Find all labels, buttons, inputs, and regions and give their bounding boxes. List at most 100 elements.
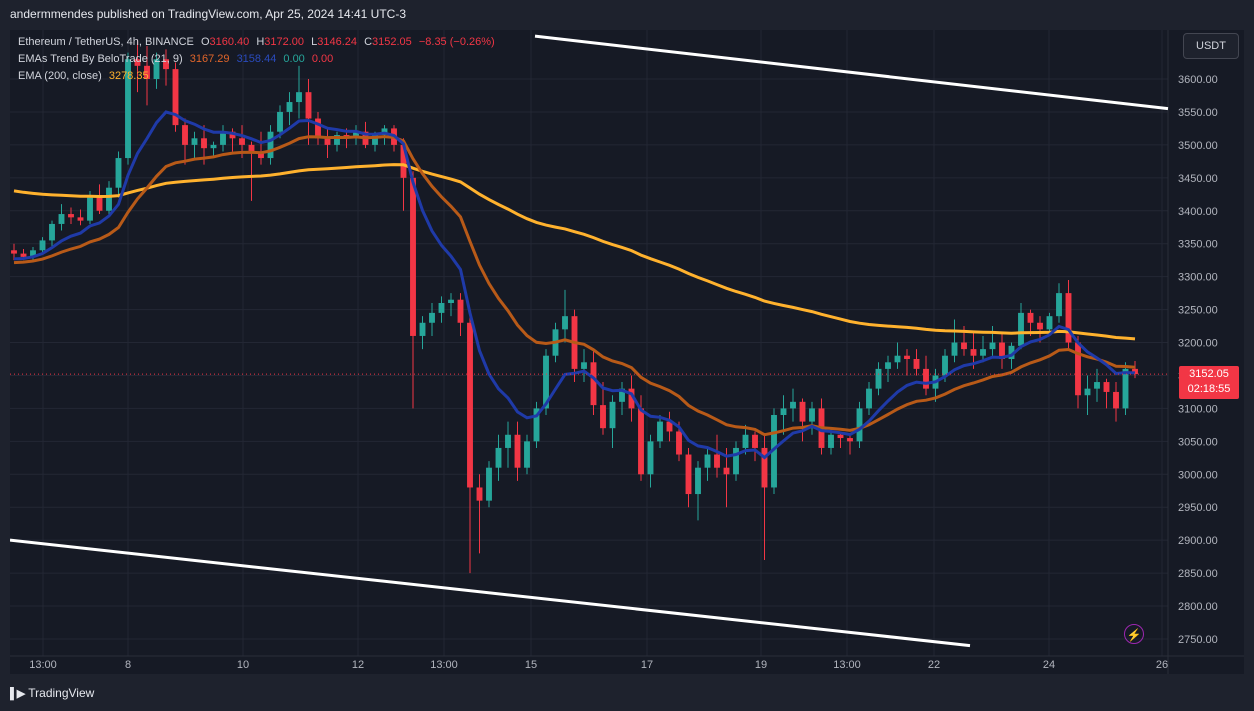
candle-body	[685, 454, 692, 495]
candle-body	[324, 138, 331, 145]
high-value: 3172.00	[264, 36, 305, 48]
candle-body	[856, 408, 863, 442]
candle-body	[11, 250, 17, 254]
candle-body	[172, 69, 179, 126]
time-tick-label: 12	[352, 659, 364, 671]
candle-body	[30, 250, 36, 257]
candle-body	[1122, 368, 1129, 409]
candle-body	[1018, 312, 1024, 346]
time-tick-label: 19	[755, 659, 767, 671]
footer: ▌▶ TradingView	[0, 676, 1254, 711]
candle-body	[809, 408, 815, 422]
time-tick-label: 10	[237, 659, 249, 671]
candle-body	[904, 355, 910, 359]
candle-body	[125, 59, 131, 159]
candle-body	[999, 342, 1005, 359]
candle-body	[780, 408, 787, 415]
candle-body	[1075, 342, 1081, 396]
candle-body	[144, 65, 150, 79]
candle-body	[334, 135, 340, 145]
price-tick-label: 3000.00	[1178, 469, 1218, 481]
time-tick-label: 8	[125, 659, 131, 671]
candle-body	[590, 362, 597, 406]
currency-button[interactable]: USDT	[1183, 33, 1239, 59]
candle-body	[647, 441, 654, 475]
candle-body	[410, 177, 416, 336]
price-tick-label: 3550.00	[1178, 107, 1218, 119]
price-tick-label: 3250.00	[1178, 305, 1218, 317]
price-tick-label: 3200.00	[1178, 338, 1218, 350]
candle-body	[296, 92, 302, 103]
candle-body	[229, 131, 236, 139]
chart-pane[interactable]: 3600.00 3550.00 3500.00 3450.00 3400.00 3350.…	[10, 30, 1244, 674]
candle-body	[476, 487, 483, 501]
price-tick-label: 3050.00	[1178, 436, 1218, 448]
candle-body	[723, 467, 730, 475]
price-tick-label: 2900.00	[1178, 535, 1218, 547]
price-tick-label: 3350.00	[1178, 239, 1218, 251]
ema-trend-legend: EMAs Trend By BeloTrade (21, 9) 3167.29 …	[18, 53, 337, 65]
candle-body	[837, 434, 844, 439]
last-price: 3152.05	[1189, 368, 1229, 380]
candle-body	[191, 138, 198, 145]
candle-body	[543, 355, 549, 409]
candle-body	[913, 359, 920, 369]
candle-body	[77, 217, 84, 221]
ema9-line	[13, 110, 1136, 460]
candle-body	[258, 151, 264, 159]
candle-body	[58, 214, 65, 224]
candle-body	[771, 415, 777, 488]
ema200-legend: EMA (200, close) 3278.35	[18, 70, 153, 82]
tradingview-mark-icon: ▌▶	[10, 687, 25, 700]
price-tick-label: 2850.00	[1178, 568, 1218, 580]
price-tick-label: 3300.00	[1178, 272, 1218, 284]
candle-body	[961, 342, 967, 350]
brand-name: TradingView	[28, 686, 95, 700]
candle-body	[505, 434, 511, 448]
candle-body	[847, 438, 853, 442]
ema21-line	[13, 135, 1136, 437]
candle-body	[923, 368, 929, 389]
candle-body	[533, 408, 540, 442]
candle-body	[619, 388, 625, 402]
candle-body	[1037, 322, 1043, 330]
candle-body	[514, 434, 521, 468]
channel-upper-line	[534, 34, 1169, 111]
publish-header: andermmendes published on TradingView.co…	[0, 0, 1254, 30]
candle-body	[695, 467, 701, 495]
candle-body	[305, 92, 312, 119]
candle-body	[676, 431, 682, 455]
channel-lower-line	[10, 538, 971, 648]
candle-body	[875, 368, 882, 389]
ema-trend-value-1: 3167.29	[189, 53, 230, 65]
candle-body	[429, 312, 435, 323]
candle-body	[267, 131, 274, 159]
low-value: 3146.24	[317, 36, 357, 48]
open-value: 3160.40	[209, 36, 250, 48]
price-tick-label: 3600.00	[1178, 74, 1218, 86]
candle-body	[68, 214, 74, 218]
candle-body	[761, 447, 768, 488]
candle-body	[400, 144, 407, 178]
price-tick-label: 3100.00	[1178, 403, 1218, 415]
tradingview-logo[interactable]: ▌▶ TradingView	[10, 686, 94, 700]
candle-body	[638, 408, 644, 475]
publisher-line: andermmendes published on TradingView.co…	[10, 7, 407, 21]
candle-body	[1027, 312, 1034, 323]
candle-body	[790, 401, 796, 409]
candle-body	[87, 197, 93, 221]
candle-body	[182, 125, 188, 145]
ema200-label: EMA (200, close)	[18, 70, 102, 82]
time-tick-label: 24	[1043, 659, 1055, 671]
ema-trend-value-4: 0.00	[311, 53, 334, 65]
candle-body	[277, 111, 283, 132]
candle-body	[609, 401, 616, 429]
lightning-icon[interactable]: ⚡	[1124, 624, 1144, 644]
price-chart[interactable]: 3600.00 3550.00 3500.00 3450.00 3400.00 3350.…	[10, 30, 1244, 674]
candle-body	[486, 467, 492, 501]
price-tick-label: 2800.00	[1178, 601, 1218, 613]
candle-body	[600, 405, 606, 429]
candle-body	[1103, 382, 1110, 392]
candle-body	[1094, 382, 1100, 389]
time-tick-label: 13:00	[430, 659, 458, 671]
